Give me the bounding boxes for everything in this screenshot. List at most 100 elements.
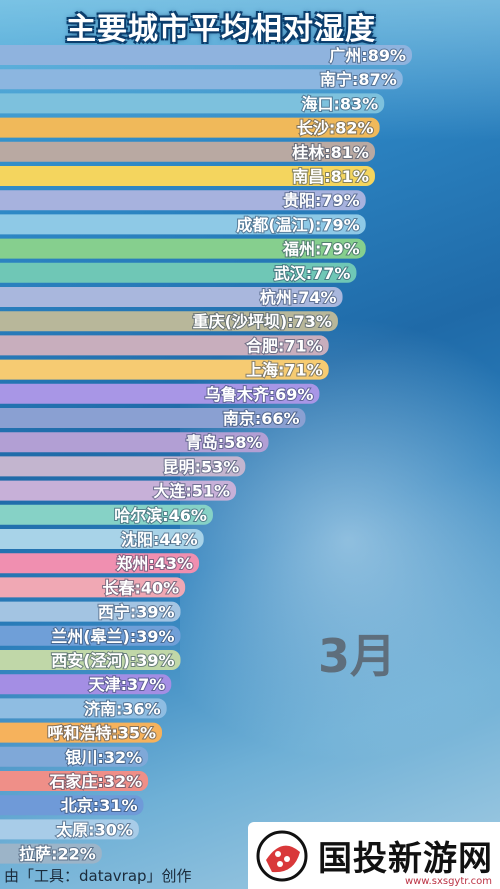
bar-label: 青岛:58% (186, 433, 263, 452)
bar-group: 乌鲁木齐:69% (0, 383, 320, 405)
bar (0, 432, 269, 453)
bar-group: 银川:32% (0, 746, 149, 768)
bar (0, 166, 375, 186)
bar-group: 郑州:43% (0, 553, 200, 574)
bar-label: 桂林:81% (291, 143, 369, 162)
bar-group: 武汉:77% (0, 262, 357, 284)
bar-label: 西安(泾河):39% (51, 651, 174, 670)
bar-label: 长春:40% (102, 578, 179, 597)
bar (0, 383, 320, 404)
bar-group: 成都(温江):79% (0, 214, 366, 235)
bar (0, 311, 338, 332)
bar-group: 上海:71% (0, 359, 329, 381)
bar-label: 郑州:43% (116, 554, 193, 573)
bar (0, 843, 102, 864)
bar-label: 济南:36% (84, 699, 161, 718)
watermark: 国投新游网 www.sxsgytr.com (248, 822, 500, 889)
bar (0, 69, 403, 90)
bar (0, 529, 204, 549)
bar-label: 杭州:74% (260, 288, 337, 307)
watermark-text: 国投新游网 (318, 839, 493, 879)
bar (0, 553, 200, 574)
bar-label: 乌鲁木齐:69% (205, 385, 314, 404)
bar-group: 贵阳:79% (0, 190, 366, 211)
bar-label: 福州:79% (282, 240, 360, 259)
bar-label: 哈尔滨:46% (114, 506, 207, 525)
bar-label: 海口:83% (302, 94, 379, 113)
bar-group: 沈阳:44% (0, 529, 204, 550)
bar (0, 190, 366, 211)
bar (0, 359, 329, 380)
bar-label: 昆明:53% (163, 457, 240, 476)
bar-group: 哈尔滨:46% (0, 504, 213, 526)
bar-label: 沈阳:44% (121, 530, 198, 549)
bar (0, 408, 306, 428)
bar-group: 长沙:82% (0, 117, 380, 139)
bar (0, 746, 149, 767)
bar-group: 济南:36% (0, 698, 167, 719)
bar-label: 银川:32% (65, 748, 142, 767)
bar (0, 625, 181, 646)
bar-label: 南昌:81% (292, 167, 369, 186)
watermark-url: www.sxsgytr.com (404, 876, 492, 887)
bar (0, 771, 149, 791)
bar-group: 南京:66% (0, 408, 306, 429)
bar-group: 石家庄:32% (0, 771, 149, 792)
bar-label: 石家庄:32% (48, 772, 142, 791)
bar (0, 480, 237, 501)
bar-group: 西宁:39% (0, 601, 181, 623)
bar-group: 广州:89% (0, 45, 412, 66)
bar (0, 45, 412, 65)
bar-label: 西宁:39% (98, 603, 175, 622)
bar-label: 长沙:82% (297, 119, 374, 138)
bar-group: 拉萨:22% (0, 843, 102, 865)
bar (0, 650, 181, 670)
bar-label: 重庆(沙坪坝):73% (193, 312, 332, 331)
bar (0, 117, 380, 138)
bar (0, 819, 139, 840)
bar-group: 长春:40% (0, 577, 186, 598)
bar (0, 141, 375, 162)
bar-label: 广州:89% (329, 46, 406, 65)
bar (0, 577, 186, 598)
bar-group: 杭州:74% (0, 287, 343, 308)
bar-label: 合肥:71% (246, 336, 323, 355)
bar-group: 太原:30% (0, 819, 139, 840)
bar-label: 武汉:77% (274, 264, 351, 283)
bar (0, 262, 357, 283)
bar-group: 西安(泾河):39% (0, 650, 181, 671)
bar-group: 南宁:87% (0, 69, 403, 90)
bar-label: 南宁:87% (320, 70, 397, 89)
bar (0, 601, 181, 622)
watermark-logo-icon (256, 830, 308, 881)
bar-label: 大连:51% (153, 482, 230, 501)
bar-label: 贵阳:79% (283, 191, 360, 210)
bar (0, 335, 329, 356)
bar-group: 青岛:58% (0, 432, 269, 453)
bar-group: 福州:79% (0, 239, 366, 260)
bar-label: 南京:66% (223, 409, 300, 428)
bar (0, 795, 144, 816)
bar-group: 天津:37% (0, 674, 172, 695)
bar (0, 287, 343, 307)
month-label: 3月 (318, 629, 397, 683)
bar (0, 722, 163, 743)
chart-title: 主要城市平均相对湿度 (66, 12, 376, 47)
bar-label: 兰州(皋兰):39% (51, 627, 174, 646)
bar-group: 桂林:81% (0, 141, 375, 163)
bar-label: 太原:30% (55, 820, 133, 839)
bar-group: 大连:51% (0, 480, 237, 502)
bar (0, 504, 213, 525)
bar (0, 674, 172, 695)
bar (0, 456, 246, 477)
bar-group: 南昌:81% (0, 166, 375, 187)
bar-label: 北京:31% (61, 796, 138, 815)
bar-group: 呼和浩特:35% (0, 722, 163, 744)
bar-label: 上海:71% (246, 361, 323, 380)
bar-group: 兰州(皋兰):39% (0, 625, 181, 647)
bar-group: 北京:31% (0, 795, 144, 816)
bar-label: 呼和浩特:35% (47, 724, 156, 743)
credit-footer: 由「工具：datavrap」创作 (4, 867, 192, 885)
